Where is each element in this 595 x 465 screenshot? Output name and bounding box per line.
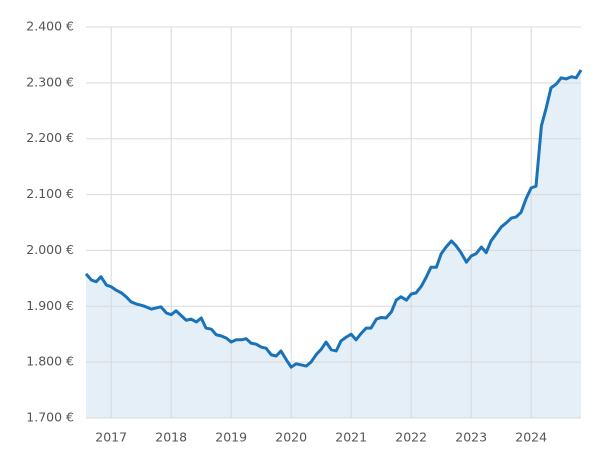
y-tick-label: 1.700 € xyxy=(26,410,74,425)
y-tick-label: 2.000 € xyxy=(26,242,74,257)
x-tick-label: 2018 xyxy=(155,430,187,445)
area xyxy=(86,70,581,418)
x-tick-label: 2021 xyxy=(335,430,367,445)
x-tick-label: 2024 xyxy=(515,430,547,445)
y-tick-label: 1.900 € xyxy=(26,298,74,313)
y-tick-label: 1.800 € xyxy=(26,354,74,369)
x-tick-label: 2023 xyxy=(455,430,487,445)
y-tick-label: 2.300 € xyxy=(26,74,74,89)
x-tick-label: 2017 xyxy=(95,430,127,445)
y-tick-label: 2.100 € xyxy=(26,186,74,201)
x-tick-label: 2020 xyxy=(275,430,307,445)
line xyxy=(84,69,583,369)
y-tick-label: 2.200 € xyxy=(26,130,74,145)
x-tick-label: 2022 xyxy=(395,430,427,445)
x-tick-label: 2019 xyxy=(215,430,247,445)
y-tick-label: 2.400 € xyxy=(26,19,74,34)
